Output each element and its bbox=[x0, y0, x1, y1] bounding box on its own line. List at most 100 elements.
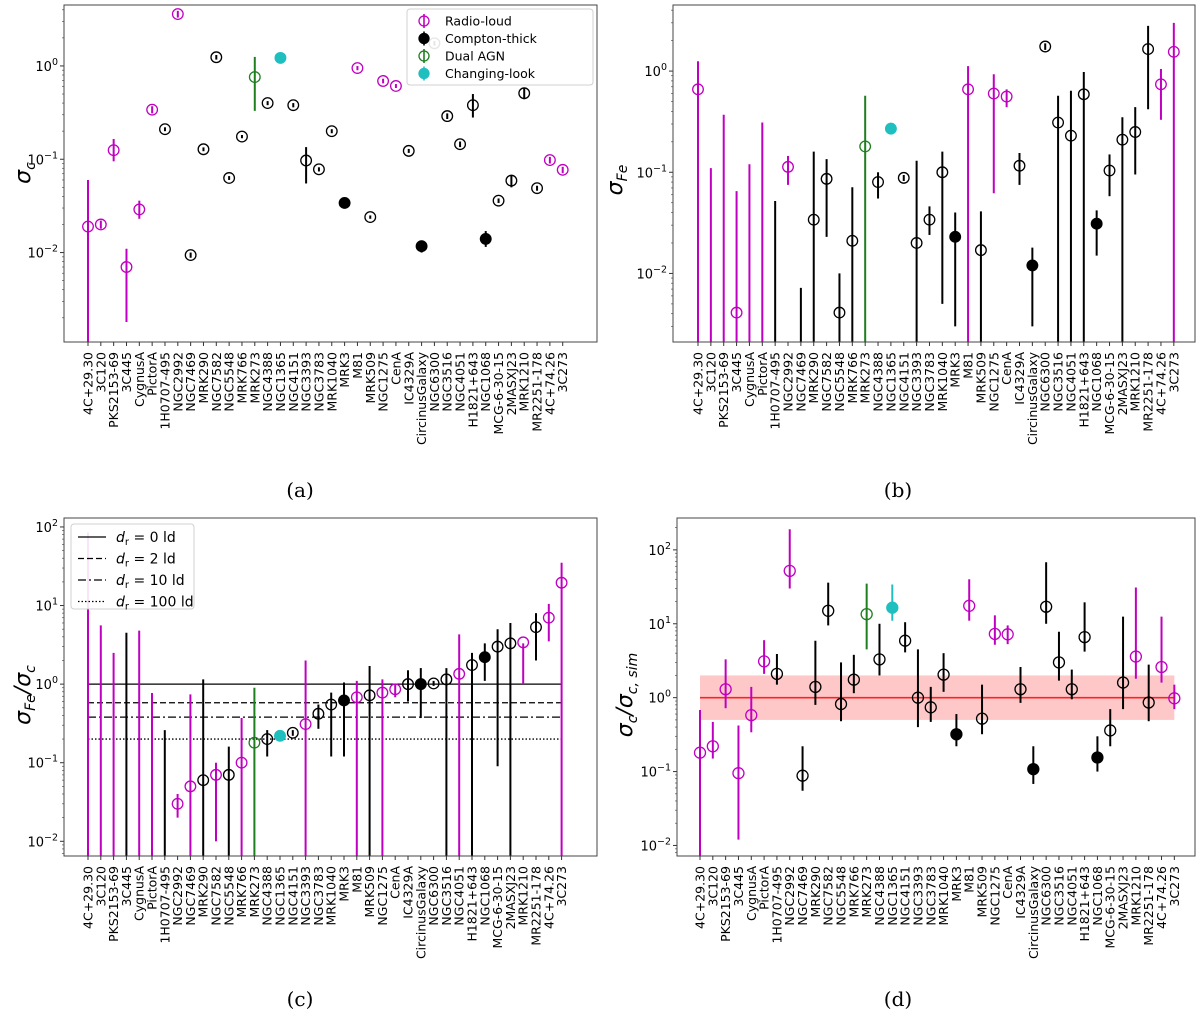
x-tick-label: MRK1210 bbox=[516, 866, 531, 926]
x-tick-label: MRK290 bbox=[196, 352, 211, 404]
plot-frame bbox=[672, 4, 1196, 343]
x-tick-label: NGC7469 bbox=[183, 866, 198, 926]
legend-label: dr = 0 ld bbox=[116, 530, 176, 548]
x-tick-label: PictorA bbox=[145, 352, 160, 396]
x-tick-label: CenA bbox=[999, 352, 1014, 385]
legend: Radio-loud Compton-thick Dual AGN Changing-… bbox=[406, 8, 594, 86]
x-tick-label: MRK509 bbox=[362, 866, 377, 918]
data-point bbox=[364, 211, 377, 224]
x-tick-label: NGC5548 bbox=[832, 352, 847, 412]
x-tick-label: NGC4151 bbox=[896, 352, 911, 412]
x-tick-label: 4C+29.30 bbox=[81, 352, 96, 415]
x-tick-label: 4C+29.30 bbox=[693, 866, 708, 929]
x-tick-label: MRK273 bbox=[247, 352, 262, 404]
x-tick-label: 3C445 bbox=[731, 866, 746, 907]
x-tick-label: NGC7582 bbox=[821, 866, 836, 926]
data-point bbox=[338, 694, 350, 707]
legend-label: dr = 2 ld bbox=[116, 552, 176, 570]
data-point bbox=[950, 728, 963, 741]
y-axis-label: σc bbox=[11, 162, 39, 184]
y-tick-label: 100 bbox=[35, 675, 58, 693]
x-tick-label: NGC4388 bbox=[871, 352, 886, 412]
legend-marker-changing_look bbox=[418, 67, 430, 80]
data-point bbox=[197, 143, 210, 156]
plot-area bbox=[82, 8, 569, 342]
data-point bbox=[389, 80, 402, 92]
x-tick-label: NGC5548 bbox=[221, 866, 236, 926]
x-tick-label: NGC7582 bbox=[209, 352, 224, 412]
y-tick-label: 102 bbox=[35, 518, 58, 536]
data-point bbox=[159, 123, 171, 136]
data-point bbox=[860, 607, 873, 621]
data-point bbox=[351, 62, 364, 74]
data-point bbox=[222, 768, 235, 781]
x-tick-label: CygnusA bbox=[744, 866, 759, 921]
x-tick-label: 1H0707-495 bbox=[157, 866, 172, 944]
data-point bbox=[479, 232, 492, 245]
panel-c: 102 101 100 10−1 10−2 4C+29.303C120PKS2153-69… bbox=[11, 517, 598, 959]
x-tick-label: MRK1210 bbox=[517, 352, 532, 412]
data-point bbox=[542, 611, 555, 624]
x-tick-label: CenA bbox=[388, 866, 403, 899]
x-tick-label: MRK766 bbox=[845, 352, 860, 404]
data-point bbox=[376, 686, 389, 699]
x-tick-label: 4C+74.26 bbox=[542, 352, 557, 415]
x-tick-label: 1H0707-495 bbox=[768, 352, 783, 430]
caption-c: (c) bbox=[287, 987, 314, 1011]
x-tick-label: 3C273 bbox=[554, 866, 569, 907]
x-tick-label: M81 bbox=[349, 866, 364, 893]
y-tick-label: 10−1 bbox=[636, 163, 667, 181]
y-tick-label: 101 bbox=[35, 597, 58, 615]
data-point bbox=[988, 627, 1002, 641]
x-tick-label: 3C445 bbox=[729, 352, 744, 393]
x-tick-label: NGC3516 bbox=[1051, 866, 1066, 926]
x-tick-label: NGC6300 bbox=[1038, 352, 1053, 412]
x-tick-label: MRK273 bbox=[859, 866, 874, 918]
data-point bbox=[1104, 724, 1117, 737]
data-point bbox=[389, 683, 402, 696]
legend-label: dr = 100 ld bbox=[116, 595, 194, 613]
x-tick-label: NGC4151 bbox=[285, 866, 300, 926]
data-point bbox=[210, 768, 222, 781]
data-point bbox=[350, 691, 363, 704]
x-tick-label: NGC1275 bbox=[375, 866, 390, 926]
x-tick-label: M81 bbox=[962, 866, 977, 893]
x-tick-label: 2MASXJ23 bbox=[1115, 352, 1130, 415]
panel-d: 102 101 100 10−1 10−2 4C+29.303C120PKS2153-69… bbox=[613, 517, 1196, 959]
x-tick-label: NGC4051 bbox=[1063, 352, 1078, 412]
x-tick-label: MRK1040 bbox=[324, 866, 339, 926]
x-tick-label: NGC1068 bbox=[478, 352, 493, 412]
x-tick-label: NGC1068 bbox=[477, 866, 492, 926]
data-point bbox=[782, 160, 794, 173]
x-tick-label: 4C+29.30 bbox=[691, 352, 706, 415]
x-tick-label: CygnusA bbox=[132, 352, 147, 407]
x-tick-label: NGC3393 bbox=[298, 866, 313, 926]
x-tick-label: NGC2992 bbox=[170, 866, 185, 926]
data-point bbox=[923, 213, 936, 226]
x-tick-label: NGC1275 bbox=[376, 352, 391, 412]
x-tick-label: MRK290 bbox=[806, 352, 821, 404]
x-tick-label: IC4329A bbox=[1013, 866, 1028, 919]
x-tick-label: MRK1210 bbox=[1128, 866, 1143, 926]
x-tick-label: 3C120 bbox=[705, 866, 720, 907]
x-tick-label: M81 bbox=[961, 352, 976, 379]
data-point bbox=[171, 8, 184, 20]
x-tick-label: NGC4388 bbox=[260, 352, 275, 412]
x-tick-label: PictorA bbox=[145, 866, 160, 910]
x-tick-label: NGC2992 bbox=[782, 866, 797, 926]
data-point bbox=[974, 244, 987, 257]
data-point bbox=[706, 740, 719, 753]
data-point bbox=[440, 673, 453, 686]
x-tick-label: MRK1040 bbox=[935, 352, 950, 412]
data-point bbox=[146, 103, 159, 116]
x-tick-label: 4C+74.26 bbox=[1154, 866, 1169, 929]
data-point bbox=[517, 636, 530, 649]
x-tick-label: MRK290 bbox=[808, 866, 823, 918]
data-point bbox=[325, 125, 338, 138]
x-tick-label: MR2251-178 bbox=[530, 352, 545, 432]
data-point bbox=[184, 249, 197, 262]
x-tick-label: NGC3783 bbox=[922, 352, 937, 412]
plot-area bbox=[693, 529, 1181, 856]
x-tick-label: 3C120 bbox=[93, 866, 108, 907]
data-point bbox=[937, 668, 950, 681]
